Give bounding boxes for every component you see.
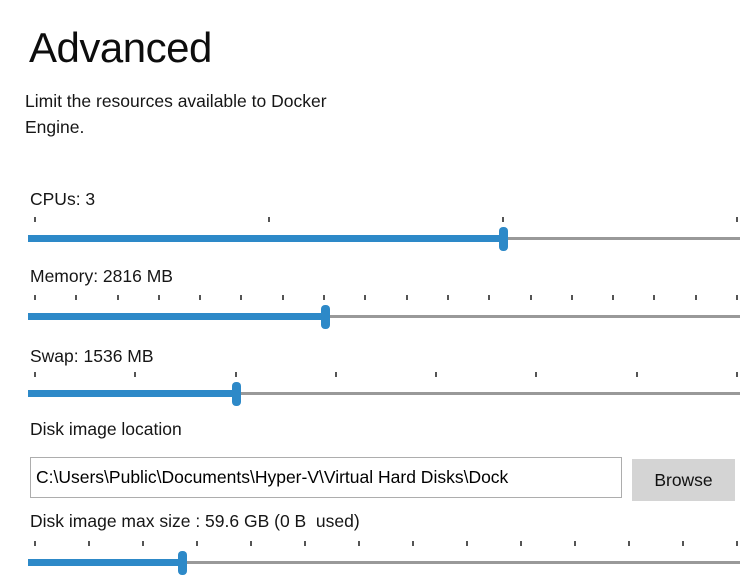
tick-mark: [142, 541, 144, 546]
tick-mark: [466, 541, 468, 546]
tick-mark: [304, 541, 306, 546]
tick-mark: [34, 372, 36, 377]
cpus-slider-fill: [28, 235, 504, 242]
tick-mark: [196, 541, 198, 546]
swap-slider[interactable]: [28, 370, 740, 410]
page-description: Limit the resources available to Docker …: [25, 91, 327, 137]
tick-mark: [736, 372, 738, 377]
cpus-slider-label: CPUs: 3: [30, 189, 96, 209]
tick-mark: [520, 541, 522, 546]
cpus-slider-thumb[interactable]: [498, 227, 508, 251]
tick-mark: [635, 372, 638, 377]
tick-mark: [240, 295, 243, 300]
disk-image-max-size-label: Disk image max size : 59.6 GB (0 B used): [30, 511, 360, 531]
tick-mark: [529, 295, 532, 300]
tick-mark: [694, 295, 697, 300]
disk-image-location-input[interactable]: [30, 457, 622, 498]
tick-mark: [88, 541, 90, 546]
tick-mark: [268, 217, 270, 222]
page-title: Advanced: [29, 24, 212, 71]
tick-mark: [281, 295, 284, 300]
disk-size-slider-thumb[interactable]: [178, 551, 188, 575]
memory-slider-thumb[interactable]: [321, 305, 331, 329]
tick-mark: [502, 217, 504, 222]
swap-slider-thumb[interactable]: [232, 382, 242, 406]
tick-mark: [334, 372, 337, 377]
tick-mark: [34, 217, 36, 222]
swap-slider-label: Swap: 1536 MB: [30, 346, 154, 366]
tick-mark: [736, 541, 738, 546]
tick-mark: [405, 295, 408, 300]
tick-mark: [358, 541, 360, 546]
disk-image-location-label: Disk image location: [30, 419, 182, 439]
swap-slider-fill: [28, 390, 237, 397]
tick-mark: [682, 541, 684, 546]
tick-mark: [570, 295, 573, 300]
memory-slider-track[interactable]: [28, 315, 740, 318]
disk-image-max-size-slider[interactable]: [28, 539, 740, 579]
tick-mark: [34, 295, 36, 300]
tick-mark: [736, 295, 738, 300]
tick-mark: [435, 372, 438, 377]
tick-mark: [736, 217, 738, 222]
tick-mark: [75, 295, 78, 300]
memory-slider-label: Memory: 2816 MB: [30, 266, 173, 286]
tick-mark: [364, 295, 367, 300]
tick-mark: [116, 295, 119, 300]
tick-mark: [134, 372, 137, 377]
tick-mark: [250, 541, 252, 546]
tick-mark: [34, 541, 36, 546]
tick-mark: [323, 295, 326, 300]
tick-mark: [446, 295, 449, 300]
tick-mark: [199, 295, 202, 300]
disk-size-slider-fill: [28, 559, 183, 566]
tick-mark: [612, 295, 615, 300]
tick-mark: [653, 295, 656, 300]
tick-mark: [234, 372, 237, 377]
memory-slider-fill: [28, 313, 326, 320]
tick-mark: [157, 295, 160, 300]
memory-slider[interactable]: [28, 293, 740, 333]
cpus-slider[interactable]: [28, 215, 740, 255]
disk-size-slider-track[interactable]: [28, 561, 740, 564]
tick-mark: [574, 541, 576, 546]
swap-slider-track[interactable]: [28, 392, 740, 395]
browse-button[interactable]: Browse: [632, 459, 735, 501]
tick-mark: [628, 541, 630, 546]
tick-mark: [412, 541, 414, 546]
tick-mark: [488, 295, 491, 300]
tick-mark: [535, 372, 538, 377]
